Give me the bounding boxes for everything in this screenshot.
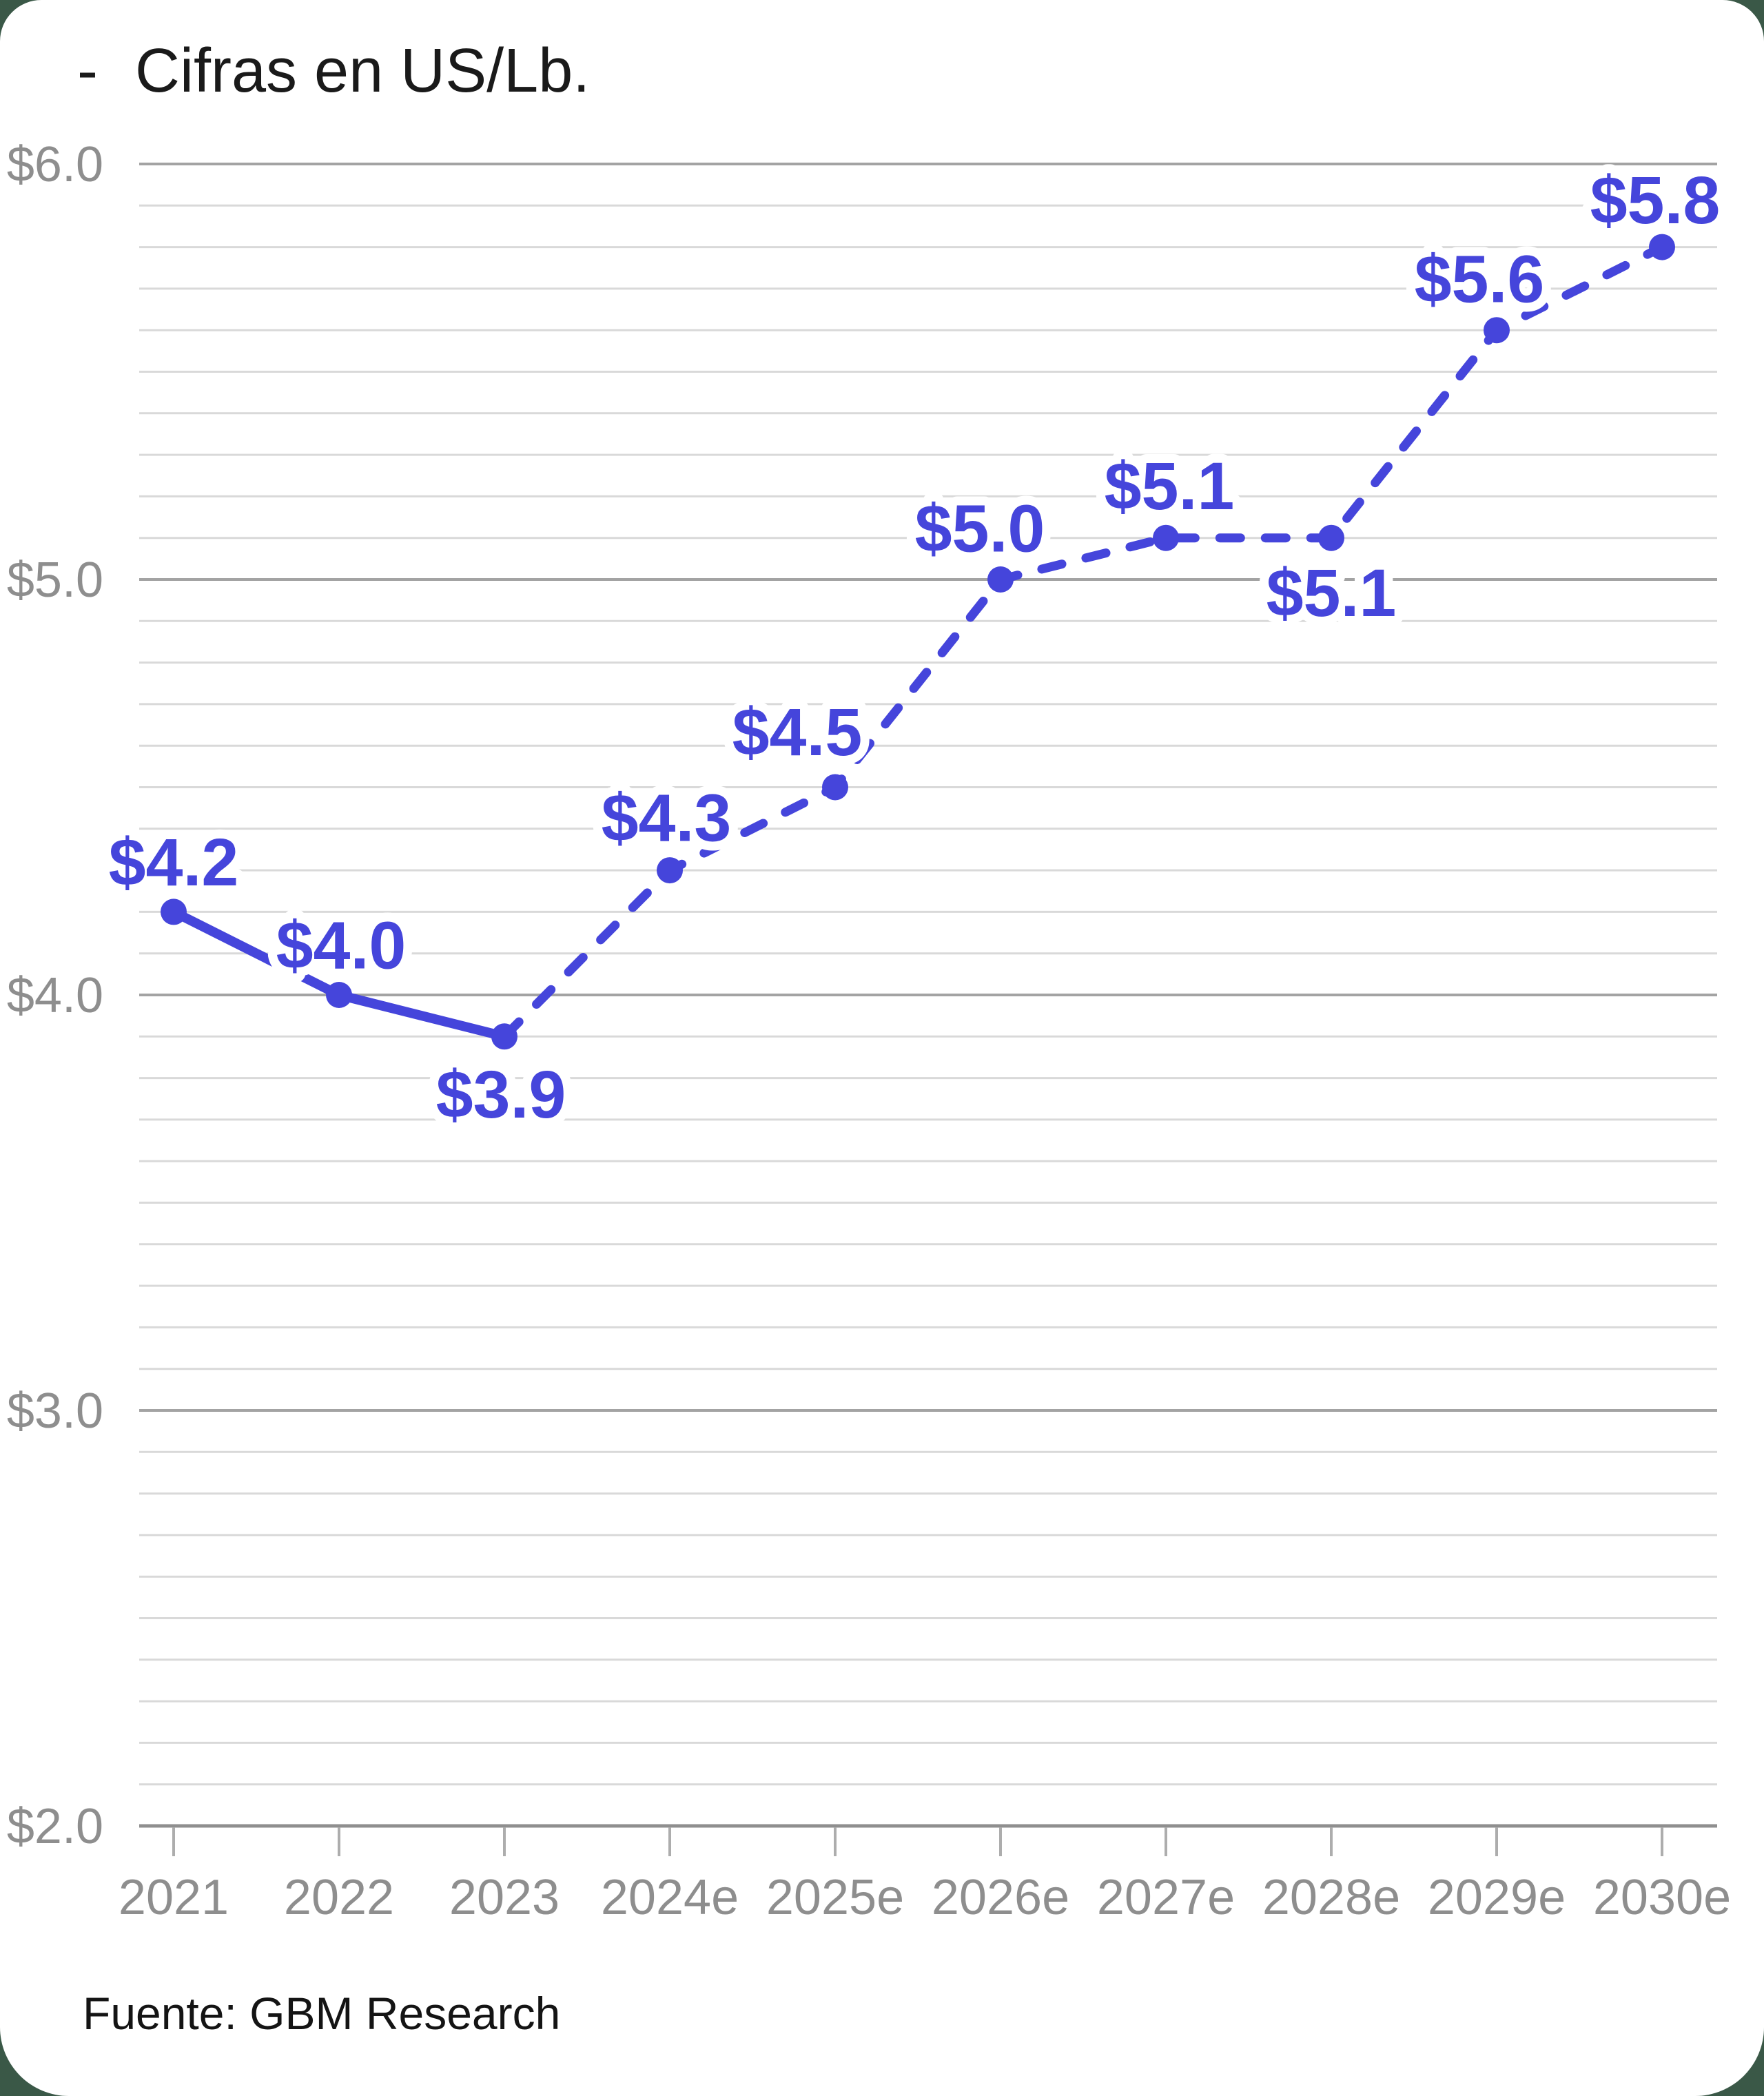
x-axis-label-2030e: 2030e [1593, 1870, 1731, 1925]
data-point-2024e [657, 857, 683, 884]
data-label-2028e: $5.1 [1266, 555, 1397, 630]
data-point-2028e [1318, 524, 1344, 551]
data-label-2023: $3.9 [436, 1057, 566, 1132]
x-axis-label-2026e: 2026e [932, 1870, 1069, 1925]
data-label-2026e: $5.0 [915, 491, 1045, 566]
data-point-2022 [326, 982, 352, 1008]
chart-title: - Cifras en US/Lb. [77, 40, 590, 102]
data-label-2021: $4.2 [109, 825, 239, 900]
data-label-2030e: $5.8 [1590, 163, 1721, 238]
data-point-2023 [491, 1023, 517, 1050]
x-axis-label-2024e: 2024e [601, 1870, 739, 1925]
data-label-2029e: $5.6 [1415, 242, 1545, 317]
copper-price-line-chart: $6.0 $5.0 $4.0 $3.0 $2.0 2021 2022 2023 2024e 202… [7, 137, 1731, 1925]
data-point-2026e [987, 566, 1014, 593]
y-axis-label: $4.0 [7, 968, 103, 1023]
data-point-2029e [1484, 317, 1510, 344]
data-label-2025e: $4.5 [732, 695, 863, 770]
source-note: Fuente: GBM Research [83, 1988, 561, 2039]
y-axis-label: $6.0 [7, 137, 103, 192]
title-bullet: - [77, 37, 98, 105]
data-point-2025e [822, 774, 848, 801]
y-axis-label: $5.0 [7, 553, 103, 608]
x-axis-label-2021: 2021 [119, 1870, 229, 1925]
x-axis-label-2025e: 2025e [766, 1870, 904, 1925]
title-text: Cifras en US/Lb. [134, 37, 591, 105]
data-point-2030e [1649, 234, 1675, 260]
x-axis-label-2028e: 2028e [1262, 1870, 1400, 1925]
data-label-2022: $4.0 [276, 908, 407, 983]
x-axis-label-2027e: 2027e [1097, 1870, 1235, 1925]
x-axis-label-2022: 2022 [284, 1870, 394, 1925]
y-axis-label: $3.0 [7, 1384, 103, 1439]
x-axis-label-2029e: 2029e [1428, 1870, 1566, 1925]
series-line-dashed-estimates [500, 243, 1667, 1041]
data-label-2027e: $5.1 [1105, 449, 1235, 524]
data-point-2027e [1153, 524, 1179, 551]
data-label-2024e: $4.3 [602, 781, 732, 856]
y-axis-label: $2.0 [7, 1799, 103, 1854]
data-point-2021 [161, 898, 187, 925]
x-axis-label-2023: 2023 [449, 1870, 560, 1925]
